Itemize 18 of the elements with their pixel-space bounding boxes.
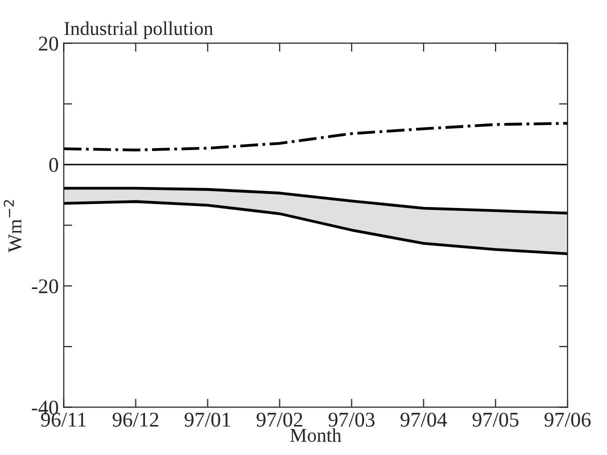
x-tick-label: 97/02 (256, 412, 302, 427)
x-tick-label: 96/11 (41, 412, 86, 427)
line-series (64, 122, 568, 152)
x-tick-label: 96/12 (112, 412, 158, 427)
y-tick-label: -20 (32, 279, 58, 294)
line-series (64, 186, 568, 214)
chart-title: Industrial pollution (64, 21, 214, 40)
x-tick-label: 97/05 (472, 412, 518, 427)
x-tick-label: 97/01 (184, 412, 230, 427)
line-series (64, 200, 568, 256)
y-axis-title: Wm$^{−2}$ (4, 200, 22, 252)
y-tick-label: 0 (49, 158, 58, 172)
x-axis-title: Month (290, 428, 342, 442)
x-tick-label: 97/06 (544, 412, 591, 427)
y-tick-label: 20 (38, 36, 58, 51)
x-tick-label: 97/03 (328, 412, 375, 427)
y-tick-label: -40 (32, 400, 58, 415)
x-tick-label: 97/04 (400, 412, 447, 427)
